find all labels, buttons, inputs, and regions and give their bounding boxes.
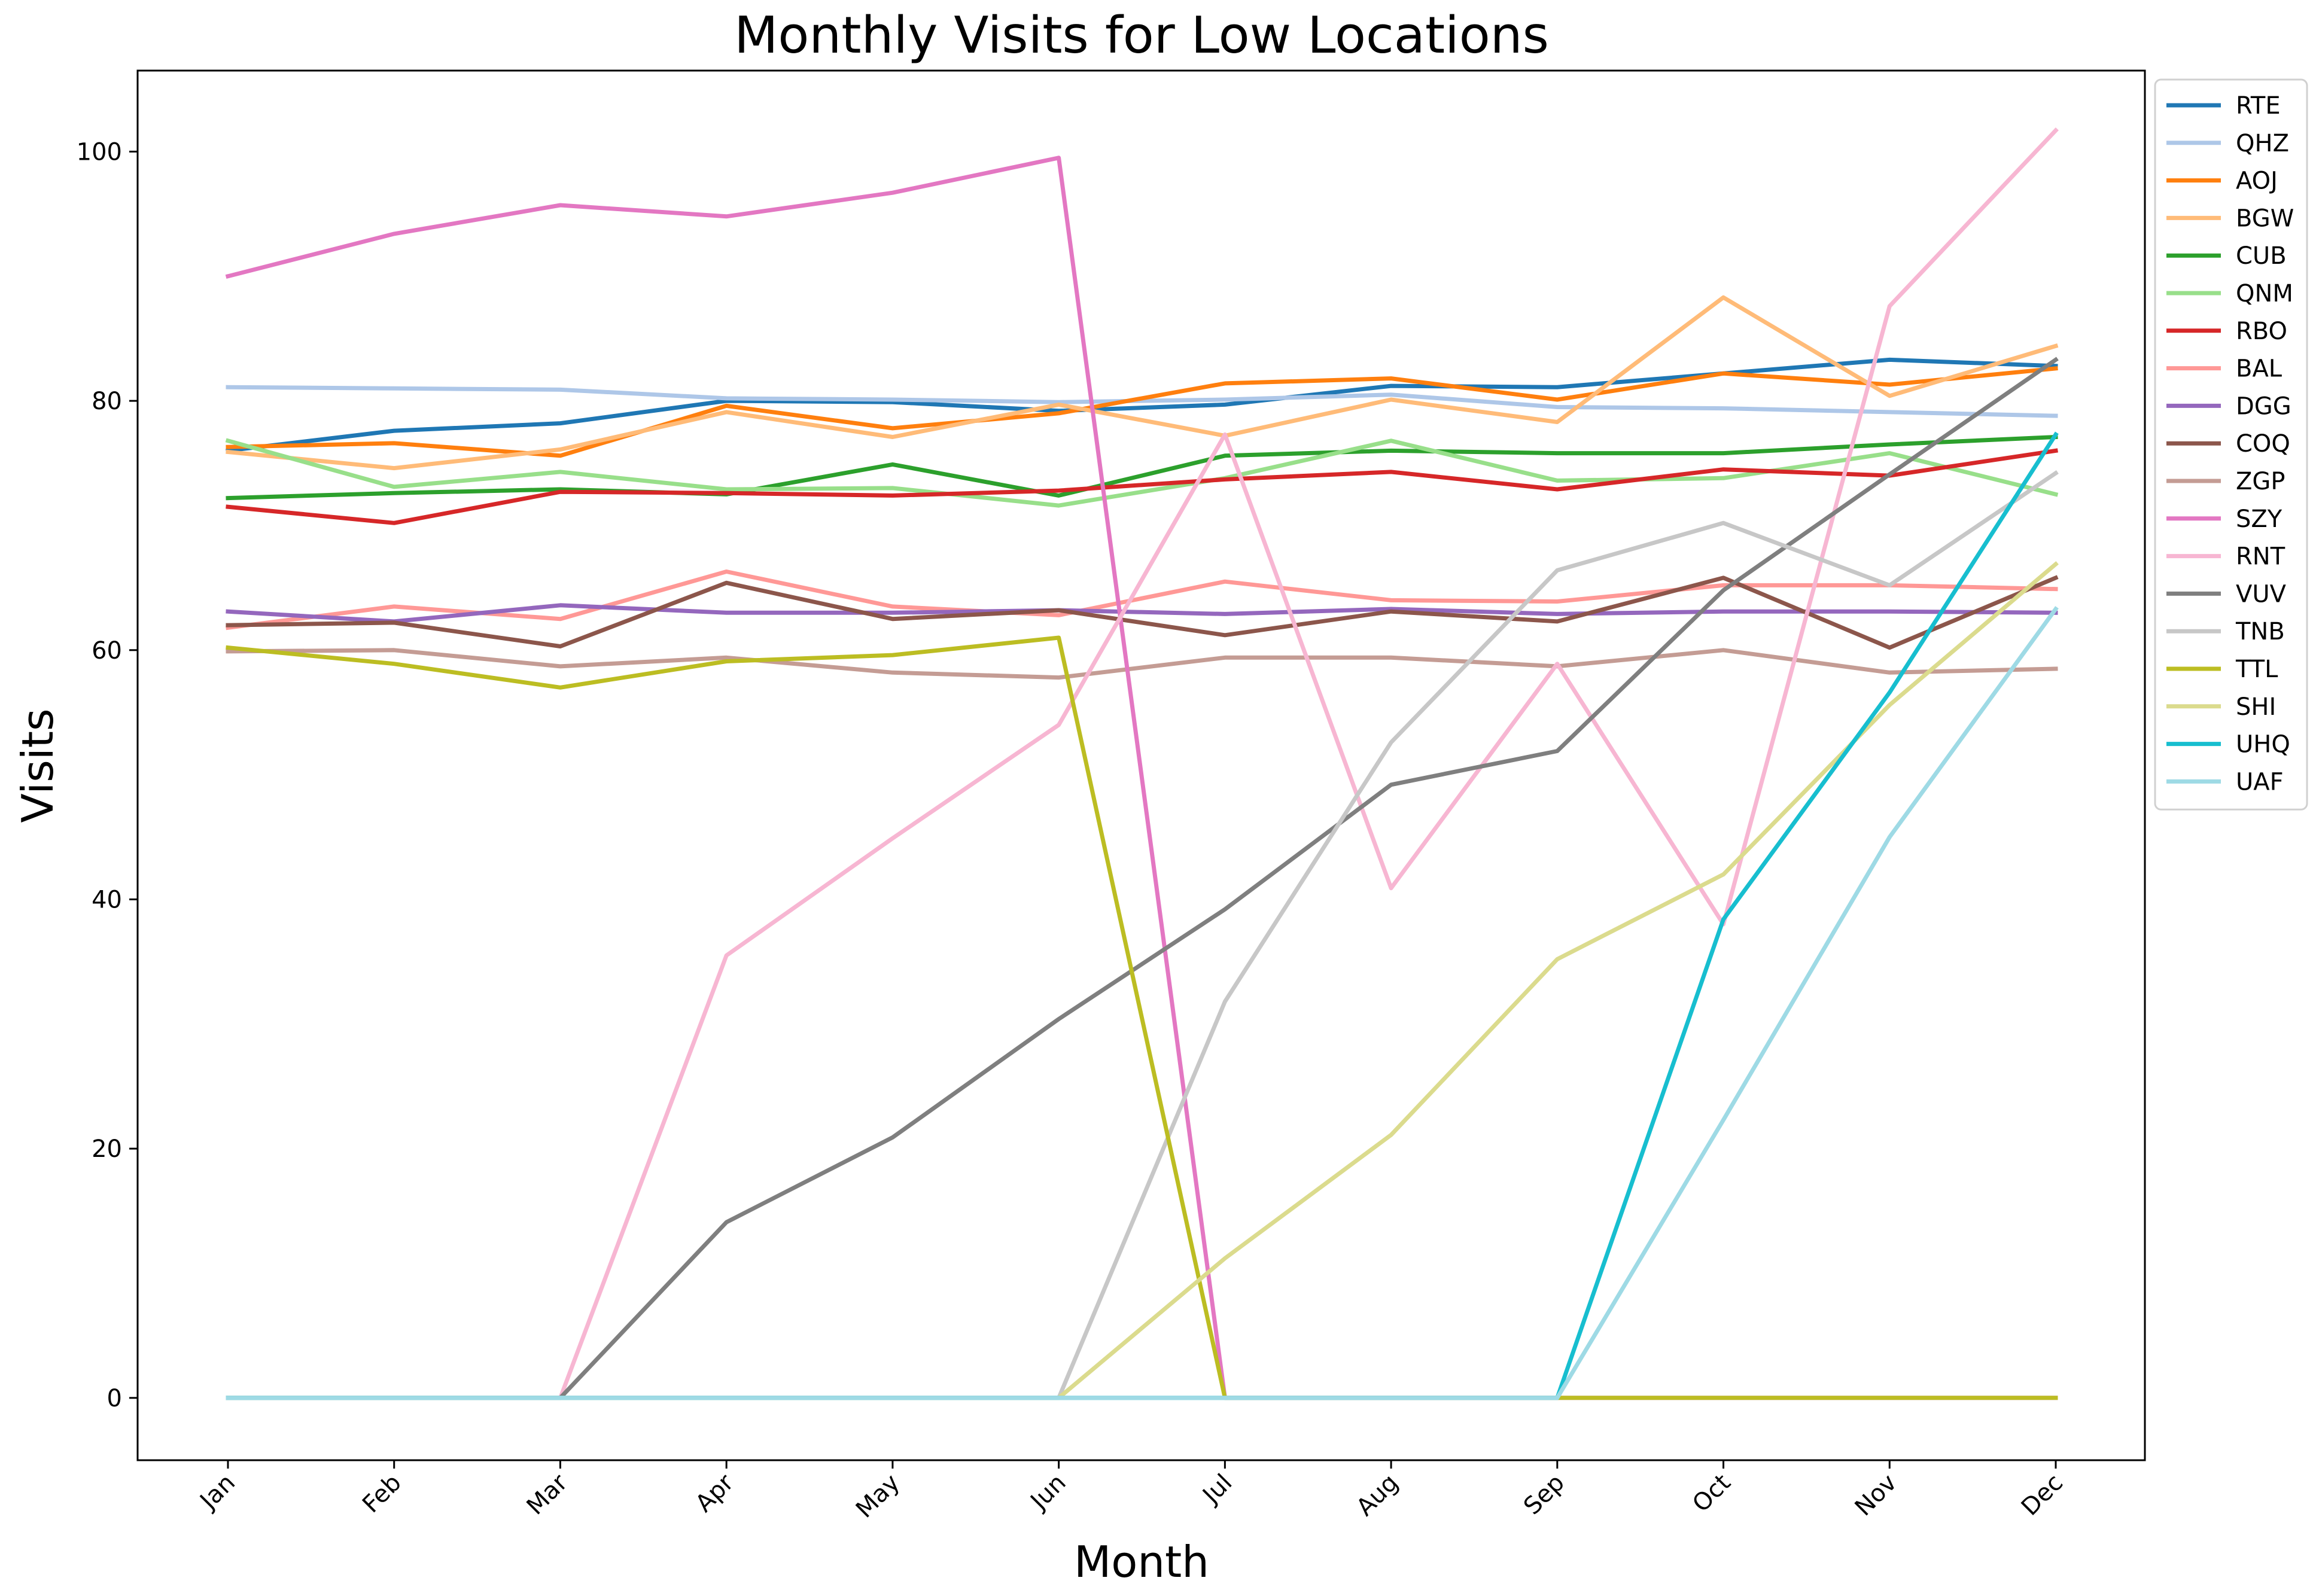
series-line-dgg	[226, 603, 2058, 624]
legend-label-rnt: RNT	[2236, 543, 2285, 571]
series-line-bal	[226, 569, 2058, 631]
series-line-qnm	[225, 438, 2059, 508]
legend-label-zgp: ZGP	[2236, 468, 2285, 495]
legend-box	[2154, 78, 2308, 811]
series-line-coq	[226, 575, 2059, 650]
y-tick-label: 40	[92, 886, 122, 913]
legend-label-szy: SZY	[2236, 505, 2282, 533]
series-layer	[225, 127, 2059, 1400]
plot-frame	[136, 69, 2146, 1461]
chart-title: Monthly Visits for Low Locations	[734, 6, 1549, 65]
legend-label-rte: RTE	[2236, 92, 2281, 120]
series-line-zgp	[226, 648, 2058, 680]
legend-label-ttl: TTL	[2235, 656, 2278, 683]
legend-label-qhz: QHZ	[2236, 130, 2289, 157]
legend-label-dgg: DGG	[2236, 392, 2291, 420]
series-line-qhz	[226, 385, 2058, 418]
y-tick-label: 100	[77, 138, 122, 166]
y-axis: 0 20 40 60 80 100	[77, 138, 138, 1412]
series-line-bgw	[226, 295, 2059, 471]
series-line-ttl	[226, 635, 2058, 1400]
legend-label-coq: COQ	[2236, 430, 2290, 458]
y-tick-label: 20	[92, 1135, 122, 1163]
legend-label-bal: BAL	[2236, 355, 2282, 383]
x-axis-label: Month	[1074, 1537, 1209, 1587]
legend-label-vuv: VUV	[2236, 580, 2287, 608]
series-line-rbo	[226, 448, 2058, 525]
legend-label-rbo: RBO	[2236, 318, 2287, 345]
y-tick-label: 80	[92, 388, 122, 415]
legend: RTE QHZ AOJ BGW CUB QNM RBO BAL DGG COQ ZGP SZY RNT V…	[2154, 78, 2308, 811]
legend-label-bgw: BGW	[2236, 205, 2294, 232]
series-line-rte	[226, 357, 2058, 453]
legend-label-shi: SHI	[2236, 693, 2276, 721]
y-tick-label: 0	[107, 1385, 122, 1412]
legend-label-aoj: AOJ	[2236, 167, 2278, 195]
legend-label-qnm: QNM	[2236, 280, 2293, 307]
y-tick-label: 60	[92, 637, 122, 665]
legend-label-tnb: TNB	[2235, 618, 2285, 645]
legend-label-uhq: UHQ	[2236, 731, 2290, 759]
legend-label-uaf: UAF	[2236, 768, 2284, 796]
legend-label-cub: CUB	[2236, 242, 2287, 270]
y-axis-label: Visits	[13, 709, 63, 823]
series-line-cub	[226, 434, 2058, 501]
series-line-uaf	[226, 606, 2059, 1400]
